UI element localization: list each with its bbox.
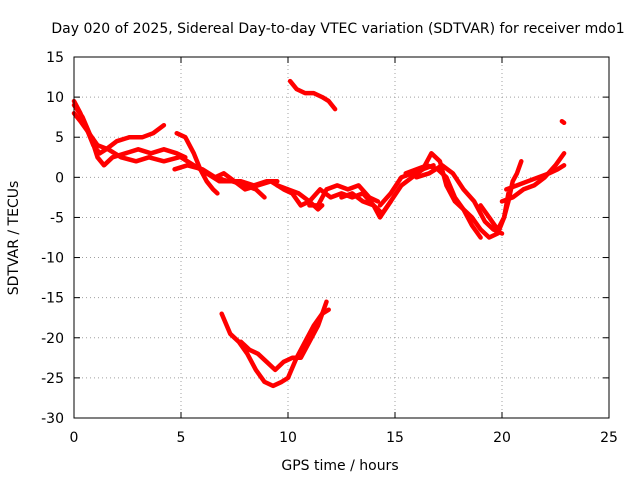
chart-title: Day 020 of 2025, Sidereal Day-to-day VTE…	[51, 21, 624, 37]
series-track-16	[504, 163, 567, 192]
series-track-13	[414, 163, 505, 236]
plot-frame	[73, 56, 610, 419]
y-tick-label: -25	[41, 371, 64, 387]
ticks: 0 5 10 15 20 25 15 10 5 0 -5 -10 -15 -20 -25 -30	[41, 50, 618, 446]
x-axis-label: GPS time / hours	[281, 458, 398, 474]
series-track-19	[238, 299, 329, 373]
x-tick-label: 25	[600, 430, 618, 446]
y-tick-label: 5	[55, 130, 64, 146]
y-tick-label: -5	[50, 210, 64, 226]
y-tick-label: 15	[46, 50, 64, 66]
series-track-7	[212, 171, 325, 212]
x-tick-label: 5	[177, 430, 186, 446]
series-track-20	[559, 118, 567, 126]
series-track-15	[499, 151, 567, 204]
series-track-3	[71, 110, 182, 164]
series-track-17	[287, 78, 338, 112]
y-tick-label: -10	[41, 251, 64, 267]
series-track-9	[307, 183, 381, 208]
series-track-18	[219, 307, 331, 389]
y-tick-label: -20	[41, 331, 64, 347]
x-tick-label: 0	[70, 430, 79, 446]
y-tick-label: 0	[55, 170, 64, 186]
grid	[74, 57, 609, 418]
x-tick-label: 10	[279, 430, 297, 446]
x-tick-label: 15	[386, 430, 404, 446]
y-tick-label: -15	[41, 291, 64, 307]
y-tick-label: -30	[41, 411, 64, 427]
y-tick-label: 10	[46, 90, 64, 106]
series-track-10	[339, 163, 436, 220]
series-track-14	[478, 159, 524, 232]
series-layer	[71, 78, 567, 389]
x-tick-label: 20	[493, 430, 511, 446]
series-track-4	[174, 130, 220, 196]
y-axis-label: SDTVAR / TECUs	[6, 181, 22, 296]
